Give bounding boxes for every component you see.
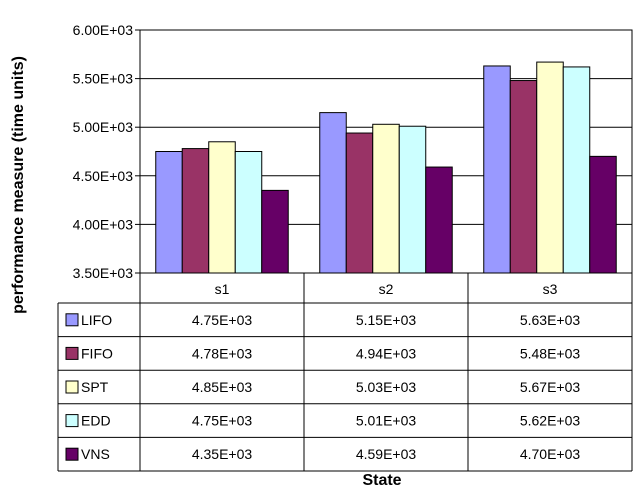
y-tick-label: 4.50E+03 (73, 168, 134, 184)
category-label-s2: s2 (379, 281, 394, 297)
y-tick-label: 6.00E+03 (73, 22, 134, 38)
legend-label-vns: VNS (81, 446, 110, 462)
legend-label-edd: EDD (81, 413, 111, 429)
data-label-vns-s1: 4.35E+03 (192, 446, 253, 462)
bars (155, 61, 617, 274)
legend-swatch-vns (65, 447, 79, 461)
y-tick-label: 5.50E+03 (73, 71, 134, 87)
bar-spt-s3 (536, 61, 564, 274)
data-label-vns-s2: 4.59E+03 (356, 446, 417, 462)
legend-label-fifo: FIFO (81, 345, 113, 361)
category-label-s3: s3 (543, 281, 558, 297)
bar-vns-s1 (261, 189, 289, 274)
bar-edd-s1 (234, 151, 263, 274)
data-label-edd-s3: 5.62E+03 (520, 413, 581, 429)
legend-swatch-edd (65, 414, 79, 428)
bar-vns-s3 (589, 155, 617, 274)
bar-fifo-s1 (181, 148, 210, 274)
y-tick-label: 3.50E+03 (73, 265, 134, 281)
data-label-fifo-s3: 5.48E+03 (520, 345, 581, 361)
bar-lifo-s1 (155, 151, 183, 274)
data-label-lifo-s2: 5.15E+03 (356, 312, 417, 328)
data-label-spt-s3: 5.67E+03 (520, 379, 581, 395)
bar-edd-s2 (398, 125, 427, 274)
y-axis-ticks: 3.50E+03 4.00E+03 4.50E+03 5.00E+03 5.50E+03… (73, 22, 140, 281)
legend-swatch-fifo (65, 346, 79, 360)
data-label-vns-s3: 4.70E+03 (520, 446, 581, 462)
legend-swatch-lifo (65, 313, 79, 327)
data-label-fifo-s2: 4.94E+03 (356, 345, 417, 361)
legend-label-spt: SPT (81, 379, 109, 395)
data-label-fifo-s1: 4.78E+03 (192, 345, 253, 361)
y-tick-label: 5.00E+03 (73, 119, 134, 135)
bar-edd-s3 (562, 66, 591, 274)
data-label-edd-s2: 5.01E+03 (356, 413, 417, 429)
x-axis-title: State (362, 472, 401, 489)
data-label-spt-s2: 5.03E+03 (356, 379, 417, 395)
bar-lifo-s3 (483, 65, 511, 274)
data-label-edd-s1: 4.75E+03 (192, 413, 253, 429)
y-axis-title: performance measure (time units) (10, 56, 27, 314)
legend-label-lifo: LIFO (81, 312, 112, 328)
y-tick-label: 4.00E+03 (73, 216, 134, 232)
bar-lifo-s2 (319, 112, 347, 274)
data-label-spt-s1: 4.85E+03 (192, 379, 253, 395)
bar-fifo-s3 (509, 80, 538, 274)
category-label-s1: s1 (215, 281, 230, 297)
bar-vns-s2 (425, 166, 453, 274)
data-label-lifo-s3: 5.63E+03 (520, 312, 581, 328)
bar-spt-s1 (208, 141, 236, 274)
bar-fifo-s2 (345, 132, 374, 274)
plot-area-frame (139, 29, 633, 274)
legend-swatch-spt (65, 380, 79, 394)
data-table: s1 s2 s3 LIFO 4.75E+03 5.15E+03 5.63E+03 FIFO 4.… (57, 273, 633, 472)
data-label-lifo-s1: 4.75E+03 (192, 312, 253, 328)
bar-spt-s2 (372, 123, 400, 274)
